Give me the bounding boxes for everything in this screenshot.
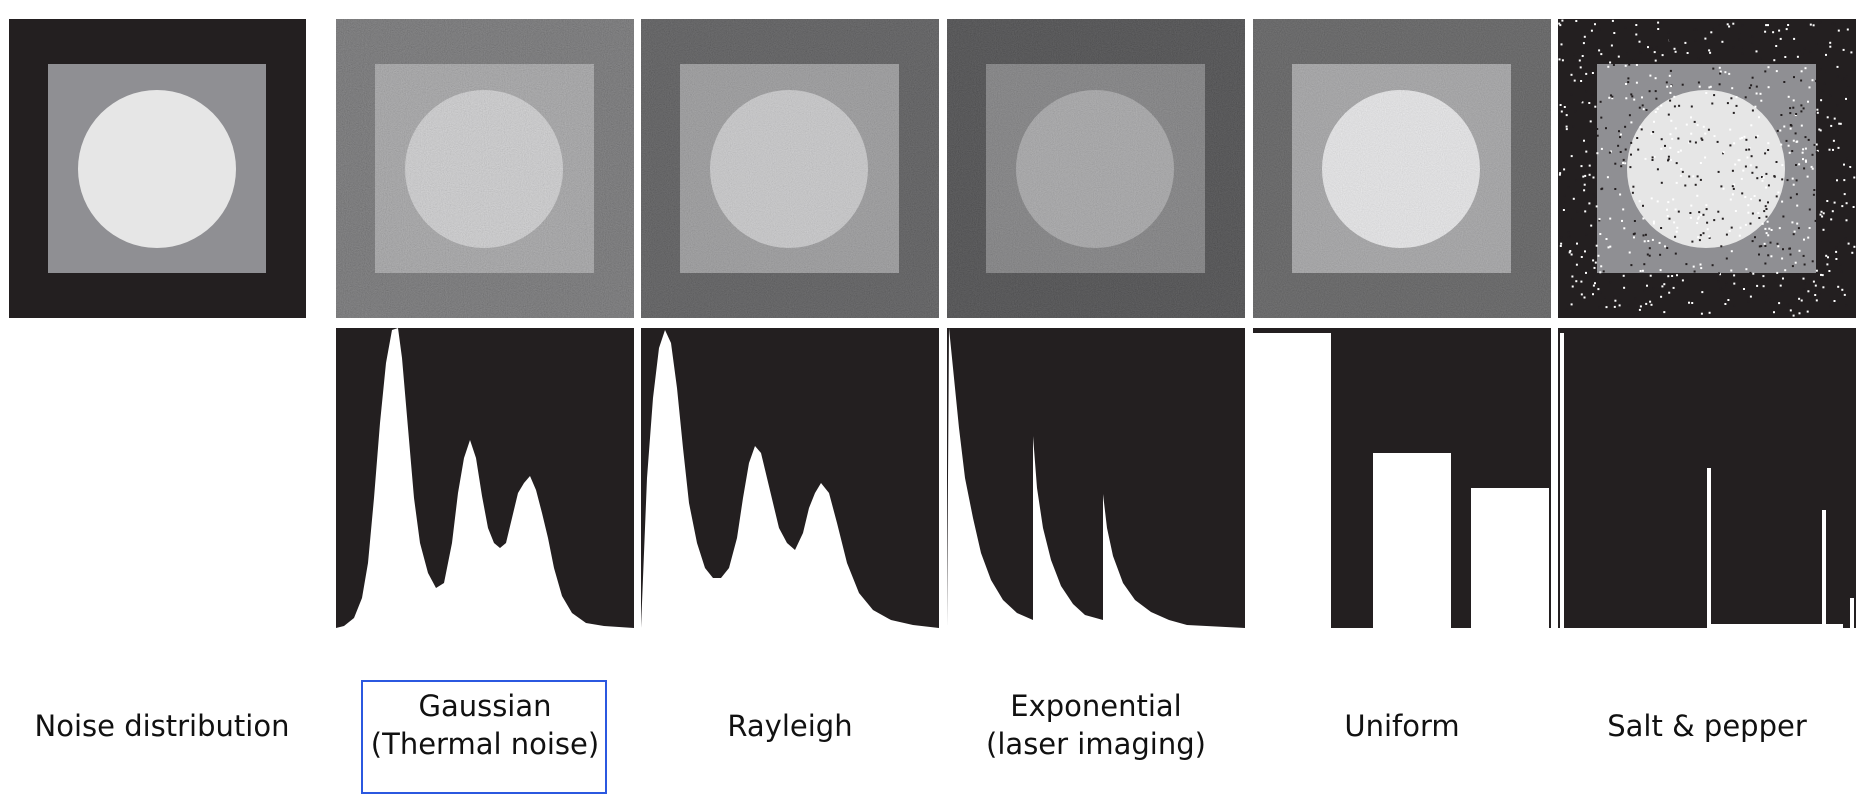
salt-pepper-histogram [1558,328,1856,628]
label-gaussian-line2: (Thermal noise) [370,727,600,761]
exponential-histogram [947,328,1245,628]
uniform-noisy-image [1253,19,1551,318]
label-gaussian: Gaussian (Thermal noise) [336,687,634,763]
gaussian-noisy-image [336,19,634,318]
gaussian-histogram [336,328,634,628]
row-label-text: Noise distribution [34,709,290,743]
label-salt-pepper-text: Salt & pepper [1607,709,1807,743]
label-uniform: Uniform [1253,707,1551,745]
label-exponential-line1: Exponential [1010,689,1182,723]
label-rayleigh: Rayleigh [641,707,939,745]
uniform-histogram [1253,328,1551,628]
label-rayleigh-text: Rayleigh [727,709,853,743]
label-uniform-text: Uniform [1344,709,1460,743]
label-exponential: Exponential (laser imaging) [947,687,1245,763]
exponential-noisy-image [947,19,1245,318]
label-exponential-line2: (laser imaging) [986,727,1206,761]
rayleigh-noisy-image [641,19,939,318]
label-gaussian-line1: Gaussian [418,689,552,723]
original-image [9,19,306,318]
row-label-noise-distribution: Noise distribution [9,707,315,745]
gaussian-highlight-box [361,680,607,794]
rayleigh-histogram [641,328,939,628]
salt-pepper-noisy-image [1558,19,1856,318]
label-salt-pepper: Salt & pepper [1558,707,1856,745]
